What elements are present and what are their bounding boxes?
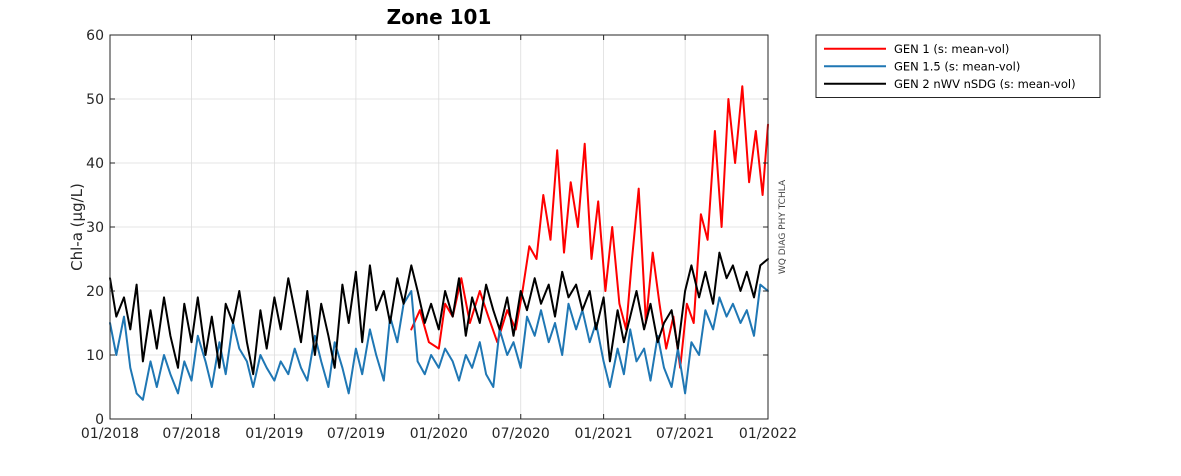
y-tick-label: 20 (86, 284, 104, 300)
x-tick-label: 01/2020 (410, 426, 468, 442)
series-line-2 (109, 283, 769, 401)
x-tick-label: 07/2018 (162, 426, 220, 442)
y-tick-label: 50 (86, 92, 104, 108)
y-axis-label: Chl-a (μg/L) (68, 183, 86, 271)
y-tick-label: 60 (86, 28, 104, 44)
side-variable-label: WQ DIAG PHY TCHLA (778, 179, 788, 274)
x-tick-label: 01/2018 (81, 426, 139, 442)
legend-entry-3: GEN 2 nWV nSDG (s: mean-vol) (894, 77, 1076, 91)
y-tick-label: 30 (86, 220, 104, 236)
series-line-1 (410, 85, 769, 369)
axes-layer: 01/2018 07/2018 01/2019 07/2019 01/2020 07/20… (81, 28, 797, 442)
series-line-3 (109, 251, 769, 376)
legend-entry-2: GEN 1.5 (s: mean-vol) (894, 59, 1020, 73)
x-tick-label: 01/2022 (739, 426, 797, 442)
y-tick-label: 40 (86, 156, 104, 172)
y-tick-label: 10 (86, 348, 104, 364)
series-layer (109, 85, 769, 401)
x-tick-label: 07/2021 (656, 426, 714, 442)
grid-layer (109, 34, 769, 420)
legend-entry-1: GEN 1 (s: mean-vol) (894, 42, 1009, 56)
x-tick-label: 01/2021 (575, 426, 633, 442)
x-tick-label: 07/2019 (327, 426, 385, 442)
x-tick-label: 01/2019 (245, 426, 303, 442)
legend: GEN 1 (s: mean-vol) GEN 1.5 (s: mean-vol)… (815, 34, 1101, 98)
plot-frame (109, 34, 769, 420)
chart-title: Zone 101 (387, 5, 492, 29)
y-tick-label: 0 (95, 412, 104, 428)
x-tick-label: 07/2020 (492, 426, 550, 442)
